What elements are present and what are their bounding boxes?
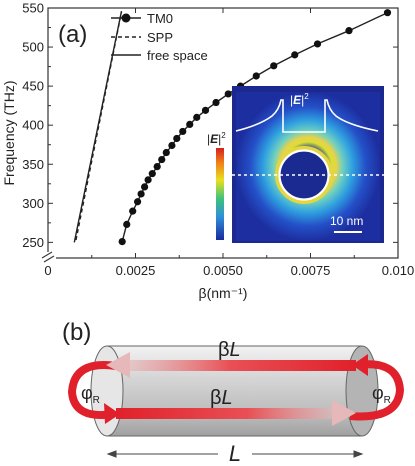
data-point-tm0 — [186, 120, 194, 129]
data-point-tm0 — [201, 106, 210, 114]
data-point-tm0 — [313, 40, 322, 48]
inset-field-map: |E|2 10 nm — [232, 86, 384, 243]
y-axis-ticks: 250 300 350 400 450 500 550 — [22, 1, 398, 250]
data-point-tm0 — [123, 220, 131, 229]
length-label: L — [229, 441, 241, 466]
data-point-tm0 — [129, 207, 137, 215]
legend-label-free-space: free space — [147, 48, 208, 63]
data-point-tm0 — [118, 237, 126, 246]
panel-b: (b) βL βL φR φR — [62, 319, 405, 466]
data-point-tm0 — [158, 155, 166, 164]
data-point-tm0 — [291, 51, 299, 59]
arrow-top-label: βL — [218, 339, 241, 361]
data-point-tm0 — [141, 183, 149, 191]
colorbar-label: |E|2 — [207, 131, 226, 146]
y-tick-label: 500 — [22, 40, 44, 55]
data-point-tm0 — [270, 62, 278, 70]
scale-bar-label: 10 nm — [330, 214, 363, 228]
field-profile-curve — [235, 99, 379, 133]
arrow-forward — [116, 400, 356, 426]
data-point-tm0 — [148, 170, 156, 178]
x-axis-ticks: 0 0.0025 0.0050 0.0075 0.010 — [44, 8, 414, 278]
x-tick-label: 0.010 — [382, 263, 415, 278]
data-point-tm0 — [168, 141, 176, 150]
axis-break-marks — [40, 251, 56, 263]
data-point-tm0 — [193, 113, 201, 121]
y-tick-label: 400 — [22, 118, 44, 133]
y-tick-label: 550 — [22, 1, 44, 16]
reflection-loop-left — [67, 361, 120, 424]
x-tick-label: 0 — [44, 263, 51, 278]
data-point-tm0 — [252, 72, 260, 80]
y-axis-label: Frequency (THz) — [1, 80, 17, 185]
data-point-tm0 — [383, 9, 392, 17]
data-point-tm0 — [144, 176, 152, 184]
y-tick-label: 250 — [22, 235, 44, 250]
y-tick-label: 350 — [22, 157, 44, 172]
y-tick-label: 300 — [22, 196, 44, 211]
data-point-tm0 — [179, 127, 187, 136]
legend-label-tm0: TM0 — [147, 11, 173, 26]
arrow-backward — [106, 352, 356, 378]
data-point-tm0 — [224, 90, 232, 98]
data-point-tm0 — [162, 148, 170, 157]
data-point-tm0 — [212, 98, 220, 107]
legend-label-spp: SPP — [147, 30, 173, 45]
series-line-spp — [75, 11, 123, 241]
y-tick-label: 450 — [22, 79, 44, 94]
legend-marker-tm0 — [121, 13, 131, 23]
phase-right-label: φR — [372, 383, 391, 406]
series-line-free-space — [73, 10, 123, 243]
data-point-tm0 — [137, 190, 145, 198]
x-tick-label: 0.0050 — [203, 263, 243, 278]
chart-series — [73, 9, 392, 246]
data-point-tm0 — [173, 134, 181, 143]
x-tick-label: 0.0075 — [291, 263, 331, 278]
reflection-loop-right — [349, 354, 405, 421]
panel-a-label: (a) — [58, 21, 87, 48]
data-point-tm0 — [345, 27, 353, 35]
arrow-bottom-label: βL — [210, 387, 233, 409]
data-point-tm0 — [134, 198, 142, 206]
data-point-tm0 — [153, 162, 161, 171]
x-axis-label: β(nm⁻¹) — [199, 285, 248, 301]
panel-b-label: (b) — [62, 319, 91, 346]
x-tick-label: 0.0025 — [116, 263, 156, 278]
legend: TM0 SPP free space — [111, 11, 208, 63]
colorbar: |E|2 — [207, 131, 226, 240]
